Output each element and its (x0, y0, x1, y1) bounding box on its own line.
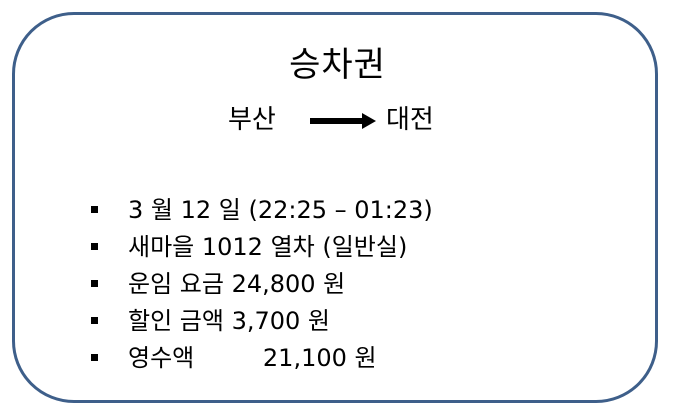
list-item-train: 새마을 1012 열차 (일반실) (0, 228, 675, 266)
route-origin: 부산 (228, 105, 276, 135)
total-text: 영수액 21,100 원 (128, 344, 377, 372)
ticket-title: 승차권 (289, 45, 386, 85)
route-destination: 대전 (386, 105, 434, 135)
date-time-text: 3 월 12 일 (22:25 – 01:23) (128, 196, 433, 224)
ticket-card (12, 12, 658, 403)
train-text: 새마을 1012 열차 (일반실) (128, 233, 408, 261)
list-item-date: 3 월 12 일 (22:25 – 01:23) (0, 191, 675, 229)
list-item-total: 영수액 21,100 원 (0, 339, 675, 377)
bullet-icon (91, 206, 98, 213)
fare-text: 운임 요금 24,800 원 (128, 270, 346, 298)
bullet-icon (91, 317, 98, 324)
bullet-icon (91, 354, 98, 361)
discount-text: 할인 금액 3,700 원 (128, 307, 330, 335)
list-item-fare: 운임 요금 24,800 원 (0, 265, 675, 303)
bullet-icon (91, 243, 98, 250)
arrow-right-icon (310, 113, 376, 129)
bullet-icon (91, 280, 98, 287)
list-item-discount: 할인 금액 3,700 원 (0, 302, 675, 340)
